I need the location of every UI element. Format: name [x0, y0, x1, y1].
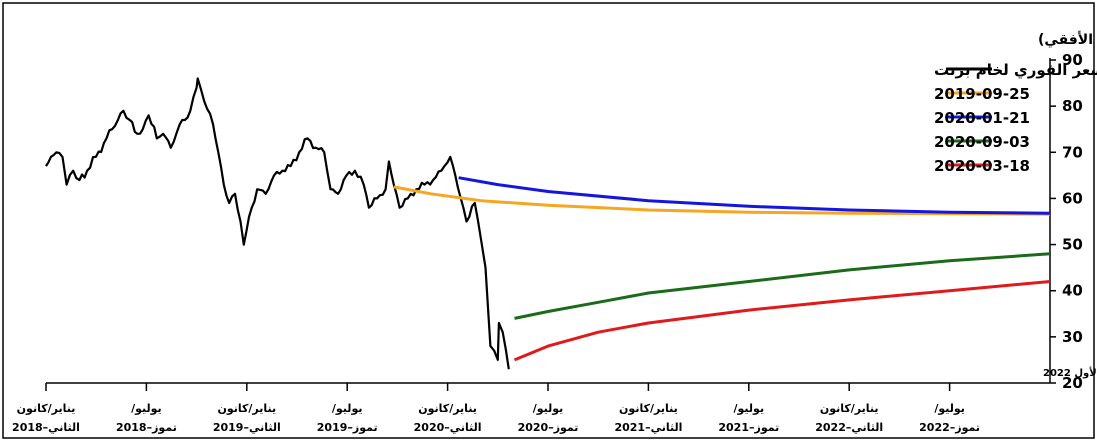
x-tick-label: تموز–2021 [718, 421, 779, 434]
x-tick-label: الثاني–2022 [815, 421, 883, 434]
x-tick-label: يوليو/ [533, 402, 564, 415]
x-tick-label: يوليو/ [734, 402, 765, 415]
y-tick-label: 90 [1062, 51, 1083, 69]
axes: 20 30 40 50 60 70 80 90 يناير/كانون الثاني–2018 يو… [12, 51, 1083, 434]
y-tick-label: 20 [1062, 374, 1083, 392]
x-tick-label: يناير/كانون [17, 402, 76, 415]
x-tick-label: يوليو/ [332, 402, 363, 415]
y-tick-label: 70 [1062, 143, 1083, 161]
x-tick-label: الثاني–2020 [414, 421, 482, 434]
legend-label: 2020-01-21 [934, 109, 1030, 127]
x-tick-label: تموز–2019 [317, 421, 378, 434]
x-tick-label: تموز–2018 [116, 421, 177, 434]
x-tick-label: الثاني–2021 [614, 421, 682, 434]
chart-note: ديسمبر/كانون الأول 2022 [1043, 366, 1097, 379]
x-tick-label: يناير/كانون [619, 402, 678, 415]
x-tick-label: تموز–2022 [919, 421, 980, 434]
legend: السعر الفوري لخام برنت 2019-09-25 2020-01-… [934, 61, 1097, 175]
y-tick-label: 80 [1062, 97, 1083, 115]
x-tick-label: يناير/كانون [418, 402, 477, 415]
y-tick-label: 60 [1062, 189, 1083, 207]
legend-label: 2020-03-18 [934, 157, 1030, 175]
chart-title: (بالدولار الأمريكي للبرميل، تواريخ الاست… [1038, 31, 1097, 48]
y-tick-label: 50 [1062, 236, 1083, 254]
legend-label: السعر الفوري لخام برنت [934, 61, 1097, 80]
legend-label: 2020-09-03 [934, 133, 1030, 151]
series-layer [45, 77, 1051, 370]
y-tick-label: 30 [1062, 328, 1083, 346]
series-line-2 [393, 185, 1051, 216]
x-tick-label: يوليو/ [934, 402, 965, 415]
x-tick-label: تموز–2020 [518, 421, 579, 434]
x-tick-label: الثاني–2019 [213, 421, 281, 434]
x-tick-label: يناير/كانون [820, 402, 879, 415]
legend-label: 2019-09-25 [934, 85, 1030, 103]
x-tick-label: الثاني–2018 [12, 421, 80, 434]
series-line-5 [513, 280, 1051, 362]
series-line-3 [458, 176, 1051, 215]
y-tick-label: 40 [1062, 282, 1083, 300]
x-tick-label: يوليو/ [131, 402, 162, 415]
series-line-4 [514, 252, 1051, 320]
x-tick-label: يناير/كانون [217, 402, 276, 415]
series-line-1 [45, 77, 510, 370]
